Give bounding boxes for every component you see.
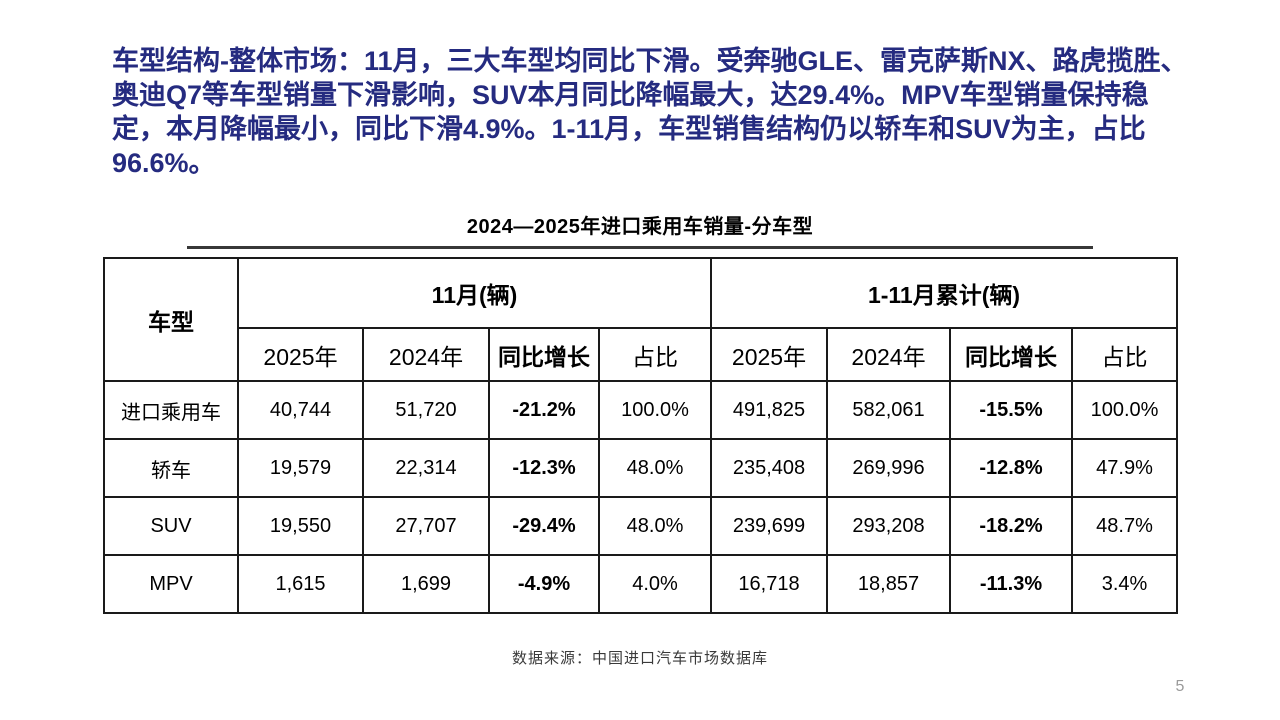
sub-header-yoy-cum: 同比增长 [949, 327, 1073, 382]
sub-header-2025-nov: 2025年 [237, 327, 364, 382]
cell: 16,718 [710, 554, 828, 614]
cell: 235,408 [710, 438, 828, 498]
cell: 100.0% [1071, 380, 1178, 440]
cell: 18,857 [826, 554, 951, 614]
cell-yoy: -18.2% [949, 496, 1073, 556]
cell-yoy: -12.3% [488, 438, 600, 498]
cell: 491,825 [710, 380, 828, 440]
headline-text: 车型结构-整体市场：11月，三大车型均同比下滑。受奔驰GLE、雷克萨斯NX、路虎… [112, 46, 1188, 179]
cell: 293,208 [826, 496, 951, 556]
corner-header-vehicle-type: 车型 [103, 257, 239, 382]
row-label: SUV [103, 496, 239, 556]
cell: 48.0% [598, 438, 712, 498]
table-row-mpv: MPV 1,615 1,699 -4.9% 4.0% 16,718 18,857… [103, 554, 1178, 614]
cell: 3.4% [1071, 554, 1178, 614]
cell-yoy: -21.2% [488, 380, 600, 440]
cell-yoy: -11.3% [949, 554, 1073, 614]
cell: 239,699 [710, 496, 828, 556]
cell: 269,996 [826, 438, 951, 498]
cell: 100.0% [598, 380, 712, 440]
sub-header-yoy-nov: 同比增长 [488, 327, 600, 382]
cell: 51,720 [362, 380, 490, 440]
table-sub-header-row: 2025年 2024年 同比增长 占比 2025年 2024年 同比增长 占比 [104, 327, 1178, 382]
sub-header-2025-cum: 2025年 [710, 327, 828, 382]
data-source-note: 数据来源：中国进口汽车市场数据库 [512, 650, 769, 667]
table-row-sedan: 轿车 19,579 22,314 -12.3% 48.0% 235,408 26… [103, 438, 1178, 498]
cell: 27,707 [362, 496, 490, 556]
sales-by-type-table: 车型 11月(辆) 1-11月累计(辆) 2025年 2024年 同比增长 占比… [103, 257, 1178, 614]
cell: 4.0% [598, 554, 712, 614]
cell-yoy: -12.8% [949, 438, 1073, 498]
table-title-underline: 2024—2025年进口乘用车销量-分车型 [187, 210, 1093, 249]
cell: 48.7% [1071, 496, 1178, 556]
page-number: 5 [1175, 678, 1185, 695]
cell-yoy: -4.9% [488, 554, 600, 614]
row-label: 进口乘用车 [103, 380, 239, 440]
cell: 48.0% [598, 496, 712, 556]
table-row-imported-passenger-cars: 进口乘用车 40,744 51,720 -21.2% 100.0% 491,82… [103, 380, 1178, 440]
table-group-header-row: 车型 11月(辆) 1-11月累计(辆) [103, 257, 1178, 382]
row-label: MPV [103, 554, 239, 614]
group-header-cumulative: 1-11月累计(辆) [710, 257, 1178, 329]
table-title: 2024—2025年进口乘用车销量-分车型 [466, 216, 814, 238]
cell-yoy: -29.4% [488, 496, 600, 556]
row-label: 轿车 [103, 438, 239, 498]
sub-header-2024-nov: 2024年 [362, 327, 490, 382]
cell: 1,699 [362, 554, 490, 614]
cell: 19,579 [237, 438, 364, 498]
cell: 582,061 [826, 380, 951, 440]
group-header-november: 11月(辆) [237, 257, 712, 329]
sub-header-2024-cum: 2024年 [826, 327, 951, 382]
sub-header-share-cum: 占比 [1071, 327, 1178, 382]
cell: 1,615 [237, 554, 364, 614]
cell-yoy: -15.5% [949, 380, 1073, 440]
cell: 47.9% [1071, 438, 1178, 498]
cell: 19,550 [237, 496, 364, 556]
table-row-suv: SUV 19,550 27,707 -29.4% 48.0% 239,699 2… [103, 496, 1178, 556]
cell: 22,314 [362, 438, 490, 498]
cell: 40,744 [237, 380, 364, 440]
sub-header-share-nov: 占比 [598, 327, 712, 382]
